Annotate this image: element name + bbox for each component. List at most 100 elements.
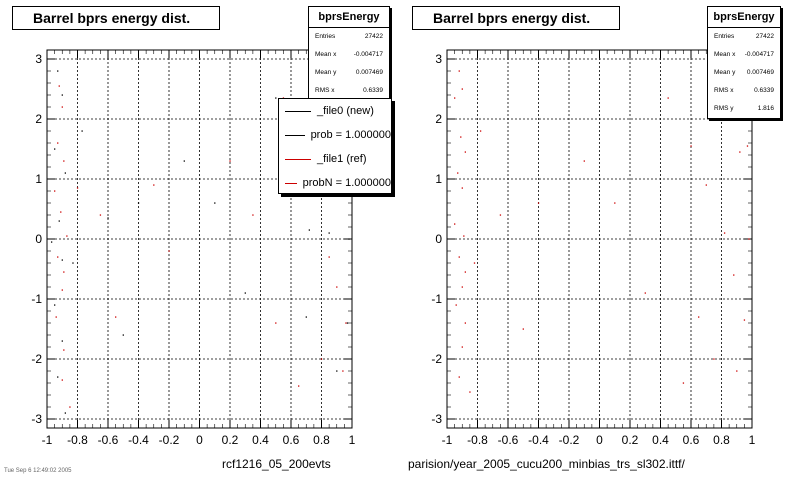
data-point (454, 223, 456, 225)
stats-value: -0.004717 (353, 51, 383, 58)
y-tick-label: -2 (431, 352, 442, 366)
data-point (57, 70, 59, 72)
x-tick-label: 0.4 (252, 433, 269, 447)
data-point (58, 220, 60, 222)
data-point (61, 259, 63, 261)
data-point (275, 97, 277, 99)
legend-entry-prob: prob = 1.000000 (279, 123, 391, 147)
data-point (76, 187, 79, 189)
stats-row: RMS x 0.6339 (309, 82, 389, 100)
data-point (469, 391, 471, 393)
legend-line-black (285, 110, 311, 112)
data-point (55, 316, 57, 318)
data-point (464, 151, 466, 153)
stats-row: Entries 27422 (708, 28, 780, 46)
data-point (168, 250, 170, 252)
data-point (698, 316, 700, 318)
data-point (345, 322, 347, 324)
stats-row: Mean y 0.007469 (309, 64, 389, 82)
data-point (454, 97, 456, 99)
data-point (252, 214, 254, 216)
data-point (457, 172, 459, 174)
legend-label: prob = 1.000000 (310, 129, 391, 141)
stats-row: Mean x -0.004717 (309, 46, 389, 64)
data-point (705, 184, 707, 186)
stats-value: 27422 (755, 33, 774, 40)
stats-row: RMS y 1.816 (708, 100, 780, 118)
x-tick-label: 0 (196, 433, 203, 447)
data-point (342, 370, 344, 372)
legend-entry-probn: probN = 1.000000 (279, 171, 391, 193)
x-tick-label: -0.2 (559, 433, 580, 447)
data-point (229, 160, 231, 162)
x-tick-label: 1 (749, 433, 756, 447)
legend-label: _file0 (new) (317, 105, 374, 117)
data-point (115, 316, 117, 318)
x-tick-label: 0.2 (222, 433, 239, 447)
data-point (461, 88, 463, 90)
data-point (460, 136, 462, 138)
data-point (713, 358, 715, 360)
data-point (275, 322, 277, 324)
legend-entry-file1: _file1 (ref) (279, 147, 391, 171)
data-point (479, 130, 482, 132)
data-point (328, 232, 330, 234)
y-tick-label: -2 (31, 352, 42, 366)
x-tick-label: -0.2 (159, 433, 180, 447)
data-point (690, 145, 692, 147)
data-point (336, 286, 338, 288)
stats-label: Mean y (714, 69, 736, 76)
data-point (614, 202, 616, 204)
stats-label: Entries (315, 33, 336, 40)
data-point (464, 322, 466, 324)
data-point (682, 382, 685, 384)
data-point (66, 235, 68, 237)
data-point (736, 370, 738, 372)
right-stats-name: bprsEnergy (708, 7, 780, 28)
stats-value: 0.6339 (363, 87, 383, 94)
data-point (54, 304, 56, 306)
x-tick-label: 1 (349, 433, 356, 447)
stats-label: Entries (714, 33, 735, 40)
data-point (61, 289, 63, 291)
x-tick-label: 0.4 (652, 433, 669, 447)
stats-value: 27422 (364, 33, 383, 40)
stats-row: Mean y 0.007469 (708, 64, 780, 82)
data-point (64, 172, 66, 174)
x-tick-label: -0.4 (128, 433, 149, 447)
stats-value: -0.004717 (744, 51, 774, 58)
data-point (57, 142, 59, 144)
data-point (54, 148, 56, 150)
data-point (107, 217, 109, 219)
data-point (308, 229, 310, 231)
y-tick-label: -1 (431, 292, 442, 306)
left-legend-box[interactable]: _file0 (new) prob = 1.000000 _file1 (ref… (278, 98, 392, 194)
data-point (58, 85, 60, 87)
left-stats-box[interactable]: bprsEnergy Entries 27422 Mean x -0.00471… (308, 6, 390, 101)
data-point (305, 316, 307, 318)
data-point (320, 358, 323, 360)
x-tick-label: 0 (596, 433, 603, 447)
x-tick-label: -0.6 (498, 433, 519, 447)
y-tick-label: 3 (435, 52, 442, 66)
data-point (739, 151, 741, 153)
data-point (336, 370, 338, 372)
stats-label: Mean y (315, 69, 337, 76)
data-point (464, 271, 466, 273)
stats-label: RMS x (714, 87, 734, 94)
stats-value: 0.007469 (746, 69, 774, 76)
right-stats-box[interactable]: bprsEnergy Entries 27422 Mean x -0.00471… (707, 6, 781, 119)
left-plot-title: Barrel bprs energy dist. (12, 6, 220, 30)
data-point (244, 292, 246, 294)
data-point (63, 271, 65, 273)
left-footer-filename: rcf1216_05_200evts (222, 457, 331, 471)
data-point (499, 214, 502, 216)
x-tick-label: -0.6 (98, 433, 119, 447)
data-point (81, 130, 83, 132)
data-point (61, 340, 63, 342)
data-point (458, 70, 460, 72)
y-tick-label: 2 (35, 112, 42, 126)
data-point (137, 202, 140, 204)
stats-label: RMS y (714, 105, 734, 112)
data-point (57, 256, 59, 258)
